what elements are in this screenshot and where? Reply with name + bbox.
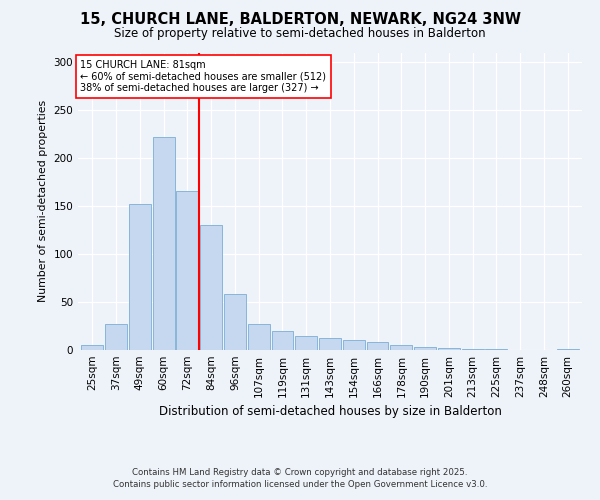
Text: 15 CHURCH LANE: 81sqm
← 60% of semi-detached houses are smaller (512)
38% of sem: 15 CHURCH LANE: 81sqm ← 60% of semi-deta… bbox=[80, 60, 326, 94]
Bar bbox=[152, 137, 175, 350]
Bar bbox=[462, 349, 484, 350]
Text: Contains HM Land Registry data © Crown copyright and database right 2025.
Contai: Contains HM Land Registry data © Crown c… bbox=[113, 468, 487, 489]
Bar bbox=[557, 349, 578, 350]
Bar bbox=[438, 348, 460, 350]
Y-axis label: Number of semi-detached properties: Number of semi-detached properties bbox=[38, 100, 48, 302]
Bar bbox=[367, 342, 388, 350]
Bar bbox=[248, 324, 269, 350]
Bar bbox=[485, 349, 508, 350]
Bar bbox=[82, 345, 103, 350]
X-axis label: Distribution of semi-detached houses by size in Balderton: Distribution of semi-detached houses by … bbox=[158, 406, 502, 418]
Bar bbox=[391, 345, 412, 350]
Bar bbox=[414, 347, 436, 350]
Text: 15, CHURCH LANE, BALDERTON, NEWARK, NG24 3NW: 15, CHURCH LANE, BALDERTON, NEWARK, NG24… bbox=[79, 12, 521, 28]
Bar bbox=[319, 338, 341, 350]
Bar bbox=[105, 324, 127, 350]
Bar bbox=[295, 336, 317, 350]
Bar bbox=[200, 225, 222, 350]
Bar bbox=[343, 340, 365, 350]
Text: Size of property relative to semi-detached houses in Balderton: Size of property relative to semi-detach… bbox=[114, 28, 486, 40]
Bar bbox=[272, 331, 293, 350]
Bar bbox=[224, 294, 246, 350]
Bar bbox=[176, 190, 198, 350]
Bar bbox=[129, 204, 151, 350]
